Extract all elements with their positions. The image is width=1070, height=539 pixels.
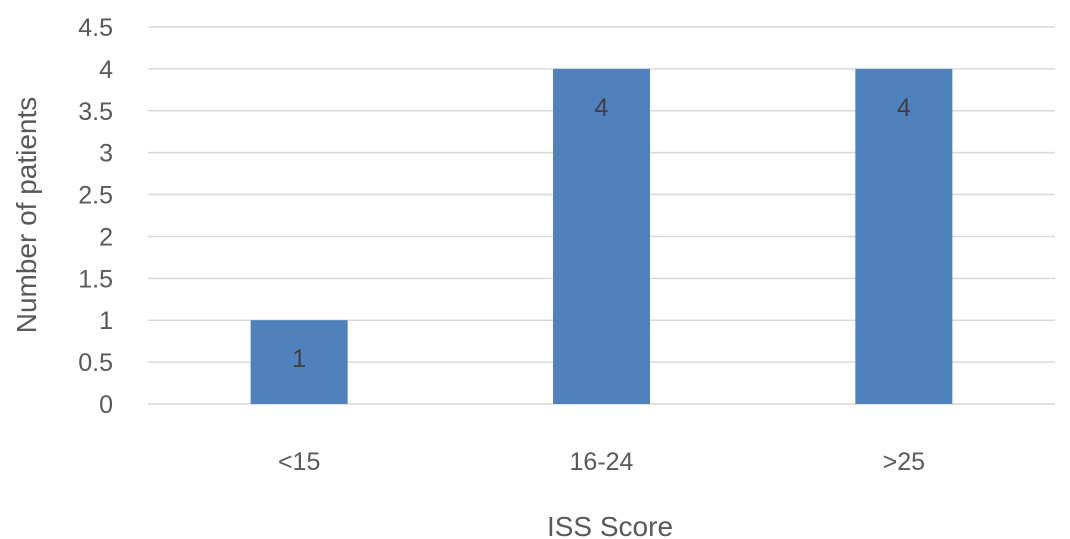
x-axis-ticks: <15 16-24 >25 (278, 448, 925, 476)
y-tick-label: 0.5 (78, 349, 113, 377)
y-tick-label: 4 (99, 56, 113, 84)
bars (250, 68, 953, 404)
y-tick-label: 2 (99, 223, 113, 251)
y-tick-label: 3 (99, 140, 113, 168)
data-labels: 1 4 4 (292, 94, 911, 373)
y-tick-label: 1 (99, 307, 113, 335)
bar-1 (553, 68, 650, 404)
y-tick-label: 0 (99, 391, 113, 419)
y-axis-ticks: 0 0.5 1 1.5 2 2.5 3 3.5 4 4.5 (78, 14, 113, 419)
y-axis-title: Number of patients (11, 97, 42, 334)
y-tick-label: 2.5 (78, 182, 113, 210)
data-label-2: 4 (897, 94, 911, 122)
y-tick-label: 4.5 (78, 14, 113, 42)
bar-0 (250, 320, 348, 404)
y-tick-label: 3.5 (78, 98, 113, 126)
data-label-0: 1 (292, 345, 306, 373)
data-label-1: 4 (595, 94, 609, 122)
bar-2 (855, 68, 953, 404)
x-tick-label-0: <15 (278, 448, 320, 476)
y-tick-label: 1.5 (78, 265, 113, 293)
x-tick-label-2: >25 (883, 448, 925, 476)
x-tick-label-1: 16-24 (570, 448, 634, 476)
x-axis-title: ISS Score (547, 511, 673, 539)
